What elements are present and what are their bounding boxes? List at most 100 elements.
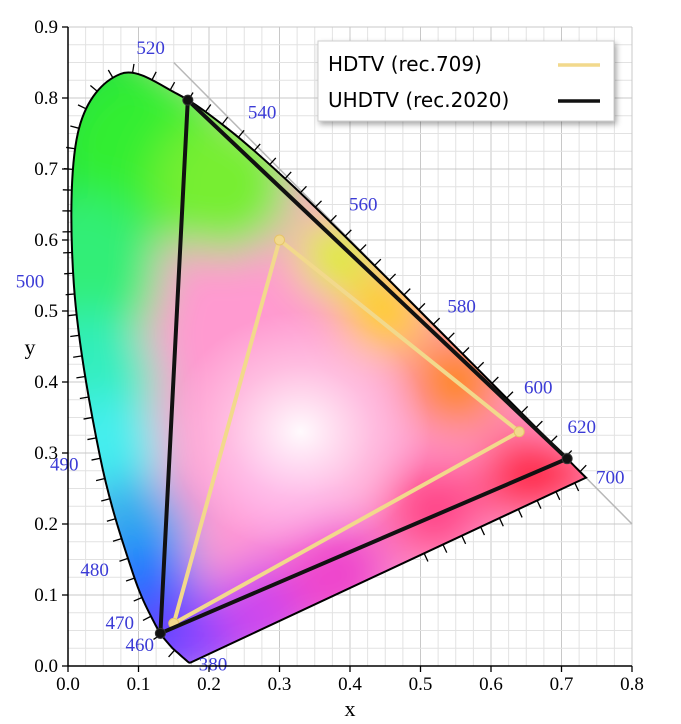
wavelength-tick <box>517 508 523 518</box>
y-tick-label: 0.8 <box>34 88 58 109</box>
wavelength-tick <box>253 143 261 152</box>
wavelength-tick <box>125 577 135 582</box>
wavelength-tick <box>491 376 499 384</box>
wavelength-label: 600 <box>524 378 553 399</box>
wavelength-tick <box>221 116 229 125</box>
wavelength-tick <box>131 63 135 73</box>
gamut-triangles <box>154 94 573 639</box>
wavelength-tick <box>95 477 105 482</box>
x-tick-label: 0.2 <box>197 674 221 695</box>
y-tick-label: 0.3 <box>34 443 58 464</box>
wavelength-tick <box>89 84 98 92</box>
wavelength-label: 540 <box>248 102 276 123</box>
x-tick-label: 0.3 <box>268 674 292 695</box>
wavelength-tick <box>359 244 367 252</box>
x-tick-label: 0.4 <box>338 674 362 695</box>
wavelength-tick <box>506 391 514 399</box>
y-tick-label: 0.9 <box>34 17 58 38</box>
wavelength-label: 520 <box>136 38 165 59</box>
legend-box <box>317 40 615 122</box>
wavelength-tick <box>142 615 152 621</box>
wavelength-tick <box>461 535 467 545</box>
wavelength-tick <box>79 396 89 400</box>
y-axis-ticks: 0.0 0.1 0.2 0.3 0.4 0.5 0.6 0.7 0.8 0.9 <box>34 17 68 677</box>
wavelength-tick <box>106 518 116 522</box>
wavelength-tick <box>476 361 485 370</box>
wavelength-tick <box>344 229 352 237</box>
wavelength-label: 380 <box>199 654 228 675</box>
wavelength-label: 560 <box>349 195 378 216</box>
x-tick-label: 0.1 <box>127 674 151 695</box>
wavelength-tick <box>374 258 382 267</box>
wavelength-tick <box>269 157 277 166</box>
wavelength-tick <box>498 517 504 527</box>
y-tick-label: 0.1 <box>34 585 58 606</box>
wavelength-tick <box>555 491 561 501</box>
wavelength-tick <box>418 302 426 311</box>
wavelength-tick <box>73 355 83 358</box>
y-tick-label: 0.7 <box>34 159 58 180</box>
y-axis-title: y <box>25 335 36 360</box>
wavelength-tick <box>168 649 176 658</box>
wavelength-tick <box>403 288 411 296</box>
wavelength-tick <box>204 104 212 113</box>
wavelength-label: 700 <box>596 468 625 489</box>
legend-label: HDTV (rec.709) <box>328 52 482 76</box>
gamut-vertex <box>154 627 166 639</box>
wavelength-label: 580 <box>447 297 476 318</box>
wavelength-tick <box>76 375 86 379</box>
gamut-vertex <box>561 453 573 465</box>
wavelength-tick <box>442 544 448 553</box>
x-tick-label: 0.0 <box>56 674 80 695</box>
gamut-vertex <box>274 234 285 246</box>
x-tick-label: 0.7 <box>550 674 574 695</box>
x-axis-title: x <box>345 696 356 721</box>
wavelength-tick <box>112 537 122 542</box>
wavelength-tick <box>462 347 470 355</box>
gamut-triangle-0 <box>171 238 522 626</box>
gamut-vertex <box>182 94 194 106</box>
y-tick-label: 0.4 <box>34 372 58 393</box>
x-tick-label: 0.8 <box>620 674 644 695</box>
wavelength-ticks <box>62 63 587 658</box>
wavelength-tick <box>119 557 129 562</box>
wavelength-tick <box>65 293 75 296</box>
wavelength-tick <box>87 437 97 441</box>
wavelength-tick <box>284 171 292 180</box>
wavelength-tick <box>314 200 322 208</box>
wavelength-tick <box>70 125 80 129</box>
wavelength-tick <box>77 104 87 110</box>
wavelength-tick <box>107 69 114 79</box>
legend: HDTV (rec.709) UHDTV (rec.2020) <box>317 40 615 122</box>
wavelength-tick <box>447 332 455 340</box>
x-tick-label: 0.5 <box>409 674 433 695</box>
axes: 0.0 0.1 0.2 0.3 0.4 0.5 0.6 0.7 0.8 0.0 0.1 0.2 0.3… <box>25 17 644 721</box>
wavelength-label: 500 <box>16 272 44 293</box>
wavelength-tick <box>83 416 93 420</box>
fill-blob <box>550 449 587 500</box>
wavelength-tick <box>299 185 307 194</box>
wavelength-tick <box>432 317 441 325</box>
y-tick-label: 0.5 <box>34 301 58 322</box>
wavelength-tick <box>101 498 111 502</box>
wavelength-label: 470 <box>105 613 134 634</box>
x-tick-label: 0.6 <box>479 674 503 695</box>
wavelength-tick <box>388 273 397 281</box>
wavelength-label: 480 <box>80 560 109 581</box>
wavelength-tick <box>169 81 176 91</box>
x-axis-ticks: 0.0 0.1 0.2 0.3 0.4 0.5 0.6 0.7 0.8 <box>56 666 644 695</box>
wavelength-tick <box>329 214 337 223</box>
wavelength-tick <box>550 435 558 443</box>
wavelength-label: 460 <box>126 635 154 656</box>
wavelength-tick <box>67 314 77 317</box>
wavelength-tick <box>70 334 80 338</box>
wavelength-tick <box>133 596 143 602</box>
wavelength-tick <box>237 129 245 138</box>
wavelength-tick <box>579 464 587 473</box>
wavelength-label: 620 <box>568 417 597 438</box>
fill-blob <box>71 195 163 356</box>
wavelength-tick <box>535 420 543 428</box>
wavelength-tick <box>520 405 529 414</box>
